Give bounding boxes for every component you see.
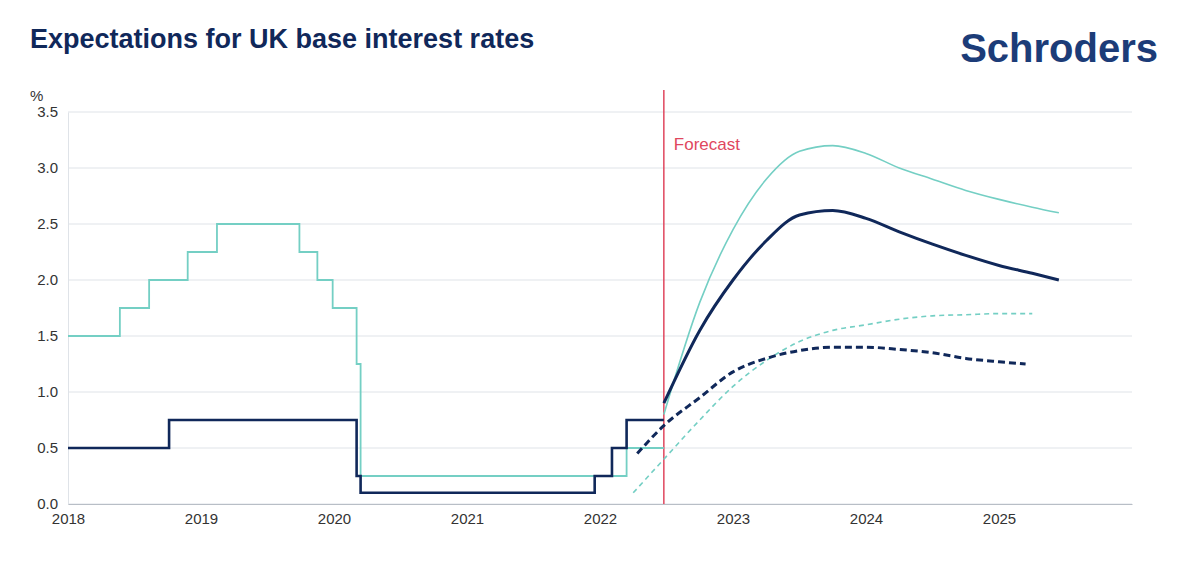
y-tick: 2.5 — [37, 215, 68, 232]
x-tick-label: 2019 — [185, 510, 218, 527]
annotation-line — [663, 112, 665, 504]
grid-line — [68, 168, 1132, 169]
y-tick-label: 0.5 — [37, 439, 58, 456]
y-tick-label: 2.0 — [37, 271, 58, 288]
series-line — [633, 314, 1032, 493]
y-tick-label: 3.5 — [37, 103, 58, 120]
y-tick-label: 2.5 — [37, 215, 58, 232]
x-tick-label: 2020 — [318, 510, 351, 527]
x-tick-label: 2021 — [451, 510, 484, 527]
grid-line — [68, 504, 1132, 505]
x-tick: 2025 — [983, 504, 1016, 527]
series-line — [664, 211, 1059, 404]
grid-line — [68, 336, 1132, 337]
series-line — [664, 146, 1059, 415]
grid-line — [68, 448, 1132, 449]
grid-line — [68, 280, 1132, 281]
x-tick: 2021 — [451, 504, 484, 527]
series-line — [68, 224, 664, 476]
y-tick-label: 1.5 — [37, 327, 58, 344]
x-tick: 2024 — [850, 504, 883, 527]
y-tick: 0.5 — [37, 439, 68, 456]
series-line — [68, 420, 664, 493]
chart: Expectations for UK base interest rates S… — [0, 0, 1198, 567]
annotation-line — [663, 90, 665, 112]
y-tick-label: 1.0 — [37, 383, 58, 400]
x-tick: 2020 — [318, 504, 351, 527]
y-axis-label: % — [30, 87, 43, 104]
x-tick: 2023 — [717, 504, 750, 527]
grid — [68, 112, 1132, 504]
annotation-label: Forecast — [674, 135, 740, 154]
grid-line — [68, 392, 1132, 393]
x-tick: 2019 — [185, 504, 218, 527]
y-tick: 3.5 — [37, 103, 68, 120]
y-axis: 0.00.51.01.52.02.53.03.5 — [37, 103, 68, 512]
x-tick-label: 2018 — [52, 510, 85, 527]
x-tick-label: 2022 — [584, 510, 617, 527]
brand-logo: Schroders — [960, 26, 1158, 70]
x-tick-label: 2023 — [717, 510, 750, 527]
grid-line — [68, 112, 1132, 113]
y-tick: 1.0 — [37, 383, 68, 400]
x-tick: 2022 — [584, 504, 617, 527]
y-axis-line — [68, 113, 69, 505]
x-tick-label: 2025 — [983, 510, 1016, 527]
title: Expectations for UK base interest rates — [30, 24, 534, 54]
x-tick-label: 2024 — [850, 510, 883, 527]
x-tick: 2018 — [52, 504, 85, 527]
plot-area — [68, 112, 1059, 504]
y-tick: 2.0 — [37, 271, 68, 288]
y-tick: 3.0 — [37, 159, 68, 176]
series-line — [637, 347, 1025, 453]
x-axis-line — [69, 504, 1133, 505]
y-tick-label: 3.0 — [37, 159, 58, 176]
y-tick: 1.5 — [37, 327, 68, 344]
x-axis: 2018 2019 2020 2021 2022 2023 2024 2025 — [52, 504, 1133, 527]
